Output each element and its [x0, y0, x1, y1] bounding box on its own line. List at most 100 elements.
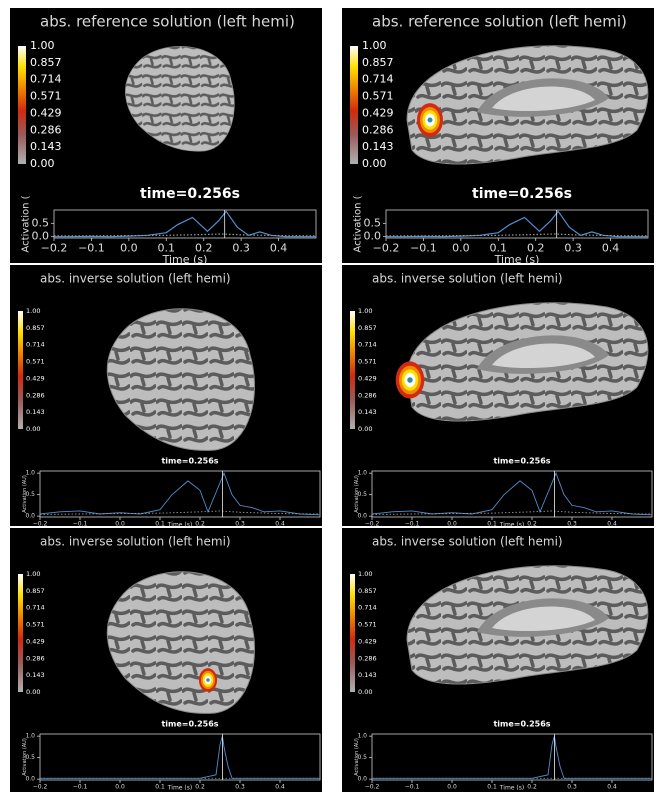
colorbar-label: 0.143: [358, 671, 377, 679]
colorbar-label: 0.286: [30, 123, 62, 136]
x-axis-label: Time (s): [167, 785, 192, 792]
y-tick-label: 1.0: [25, 470, 35, 477]
colorbar-label: 0.429: [358, 374, 377, 382]
colorbar-label: 0.286: [26, 391, 45, 399]
panel-title: abs. inverse solution (left hemi): [372, 272, 563, 286]
colorbar-label: 1.00: [358, 307, 372, 315]
colorbar-label: 0.571: [26, 358, 45, 366]
x-tick-label: 0.4: [275, 784, 285, 791]
plot-frame: [371, 470, 653, 518]
colorbar-label: 0.571: [30, 90, 62, 103]
series-line: [386, 210, 648, 238]
x-tick-label: 0.2: [195, 521, 205, 528]
x-tick-label: 0.2: [527, 784, 537, 791]
time-label: time=0.256s: [493, 457, 550, 466]
series-line: [54, 210, 316, 238]
colorbar-label: 1.00: [358, 570, 372, 578]
cortex: [106, 308, 256, 451]
colorbar-label: 0.00: [362, 157, 387, 170]
y-tick-label: 1.0: [357, 470, 367, 477]
x-tick-label: 0.4: [607, 784, 617, 791]
y-axis-label: Activation (AU): [354, 475, 360, 513]
colorbar-label: 0.143: [362, 140, 394, 153]
x-tick-label: 0.1: [158, 242, 176, 255]
panel-title: abs. inverse solution (left hemi): [40, 272, 231, 286]
series-line: [54, 233, 317, 237]
series-line: [371, 510, 653, 515]
colorbar-label: 0.429: [362, 106, 394, 119]
x-tick-label: −0.1: [410, 242, 437, 255]
activation-peak: [206, 678, 210, 682]
colorbar-label: 0.143: [26, 671, 45, 679]
colorbar-label: 0.00: [26, 425, 40, 433]
colorbar: [18, 574, 23, 692]
colorbar-label: 0.857: [26, 324, 45, 332]
x-axis-label: Time (s): [494, 253, 540, 266]
colorbar-label: 0.286: [358, 654, 377, 662]
x-tick-label: −0.1: [78, 242, 105, 255]
colorbar-label: 0.857: [362, 56, 394, 69]
colorbar-label: 0.857: [30, 56, 62, 69]
x-tick-label: 0.3: [567, 521, 577, 528]
colorbar-label: 0.857: [26, 587, 45, 595]
colorbar-label: 0.714: [30, 73, 62, 86]
colorbar-label: 1.00: [26, 570, 40, 578]
colorbar-label: 0.286: [362, 123, 394, 136]
plot-frame: [385, 209, 649, 239]
medial-wall: [492, 86, 595, 112]
colorbar-label: 0.429: [358, 637, 377, 645]
colorbar-label: 0.143: [26, 408, 45, 416]
x-tick-label: 0.2: [195, 242, 213, 255]
panel-title: abs. inverse solution (left hemi): [372, 535, 563, 549]
x-tick-label: −0.1: [73, 521, 88, 528]
colorbar-label: 0.857: [358, 587, 377, 595]
y-axis-label: Activation (AU): [22, 738, 28, 776]
x-tick-label: 0.4: [607, 521, 617, 528]
colorbar-label: 0.286: [26, 654, 45, 662]
x-tick-label: 0.1: [490, 242, 508, 255]
colorbar-label: 0.714: [358, 341, 377, 349]
x-tick-label: −0.2: [33, 521, 48, 528]
x-tick-label: 0.3: [567, 784, 577, 791]
x-tick-label: 0.2: [527, 521, 537, 528]
colorbar: [18, 46, 26, 164]
plot-frame: [53, 209, 317, 239]
colorbar-label: 0.714: [362, 73, 394, 86]
plot-frame: [371, 733, 653, 781]
colorbar-label: 0.00: [358, 425, 372, 433]
x-tick-label: 0.3: [232, 242, 250, 255]
x-tick-label: 0.3: [235, 521, 245, 528]
y-tick-label: 0.5: [25, 754, 35, 761]
x-tick-label: 0.0: [452, 242, 470, 255]
x-tick-label: 0.1: [155, 784, 165, 791]
y-tick-label: 0.0: [25, 513, 35, 520]
time-label: time=0.256s: [472, 186, 572, 202]
x-tick-label: 0.4: [275, 521, 285, 528]
y-axis-label: Activation (AU): [354, 738, 360, 776]
brain-surface: [125, 46, 235, 152]
colorbar-label: 0.00: [358, 688, 372, 696]
colorbar: [350, 46, 358, 164]
y-tick-label: 1.0: [25, 733, 35, 740]
y-tick-label: 0.0: [357, 776, 367, 783]
medial-wall: [492, 343, 595, 369]
time-label: time=0.256s: [493, 720, 550, 729]
time-label: time=0.256s: [161, 457, 218, 466]
y-tick-label: 0.5: [25, 491, 35, 498]
y-axis-label: Activation (: [20, 195, 31, 252]
y-tick-label: 0.5: [357, 754, 367, 761]
colorbar-label: 0.429: [26, 637, 45, 645]
brain-surface: [406, 45, 649, 165]
activation-peak: [407, 377, 413, 383]
y-axis-label: Activation (AU): [22, 475, 28, 513]
x-axis-label: Time (s): [162, 253, 208, 266]
y-tick-label: 0.0: [364, 230, 382, 243]
y-tick-label: 0.0: [357, 513, 367, 520]
x-tick-label: 0.4: [270, 242, 288, 255]
x-tick-label: 0.1: [487, 784, 497, 791]
colorbar-label: 0.571: [358, 358, 377, 366]
x-tick-label: 0.0: [447, 521, 457, 528]
colorbar-label: 0.143: [30, 140, 62, 153]
panel-title: abs. reference solution (left hemi): [40, 13, 295, 31]
